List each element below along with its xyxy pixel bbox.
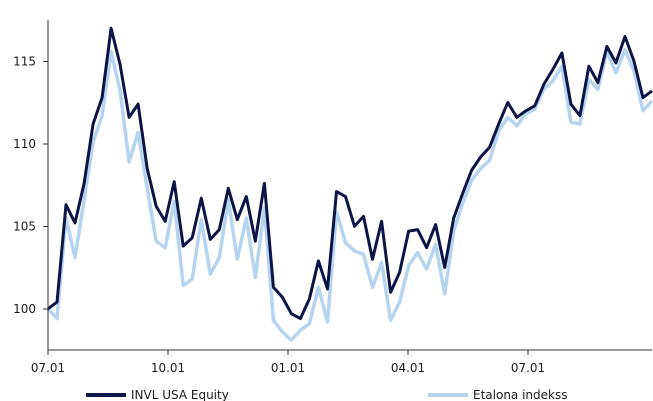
legend-label-etalona-indekss: Etalona indekss xyxy=(473,388,567,401)
x-tick-label: 07.01 xyxy=(31,361,65,375)
y-axis-ticks: 100 105 110 115 xyxy=(13,54,48,316)
x-tick-label: 04.01 xyxy=(391,361,425,375)
series-layer xyxy=(46,26,653,342)
x-tick-label: 07.01 xyxy=(511,361,545,375)
series-line-invl-usa-equity xyxy=(47,26,653,321)
y-tick-label: 105 xyxy=(13,219,36,233)
y-tick-label: 115 xyxy=(13,54,36,68)
y-tick-label: 110 xyxy=(13,137,36,151)
x-tick-label: 10.01 xyxy=(151,361,185,375)
legend-label-invl-usa-equity: INVL USA Equity xyxy=(131,388,229,401)
x-axis-ticks: 07.01 10.01 01.01 04.01 07.01 xyxy=(31,350,545,375)
y-tick-label: 100 xyxy=(13,302,36,316)
legend: INVL USA Equity Etalona indekss xyxy=(86,388,567,401)
x-tick-label: 01.01 xyxy=(271,361,305,375)
series-line-etalona-indekss xyxy=(46,47,653,342)
